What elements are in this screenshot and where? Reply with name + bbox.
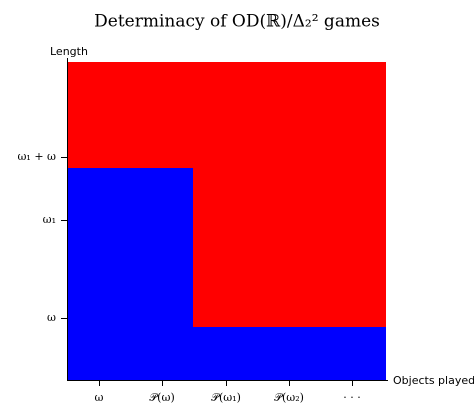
y-axis-label: Length bbox=[50, 45, 88, 58]
y-tick-label: ω₁ + ω bbox=[17, 150, 56, 163]
x-tick-label: 𝒫(ω₂) bbox=[274, 391, 304, 404]
title: Determinacy of OD(ℝ)/Δ₂² games bbox=[94, 12, 380, 32]
x-tick-label: 𝒫(ω) bbox=[149, 391, 174, 404]
y-ticks: ω ω₁ ω₁ + ω bbox=[17, 150, 67, 324]
x-axis-label: Objects played bbox=[393, 374, 474, 387]
x-tick-label: ω bbox=[95, 391, 104, 404]
y-tick-label: ω bbox=[47, 311, 56, 324]
x-tick-label: 𝒫(ω₁) bbox=[211, 391, 241, 404]
blue-region bbox=[68, 168, 386, 380]
x-ticks: ω 𝒫(ω) 𝒫(ω₁) 𝒫(ω₂) · · · bbox=[95, 381, 361, 404]
y-tick-label: ω₁ bbox=[43, 213, 56, 226]
x-tick-label: · · · bbox=[343, 391, 360, 404]
